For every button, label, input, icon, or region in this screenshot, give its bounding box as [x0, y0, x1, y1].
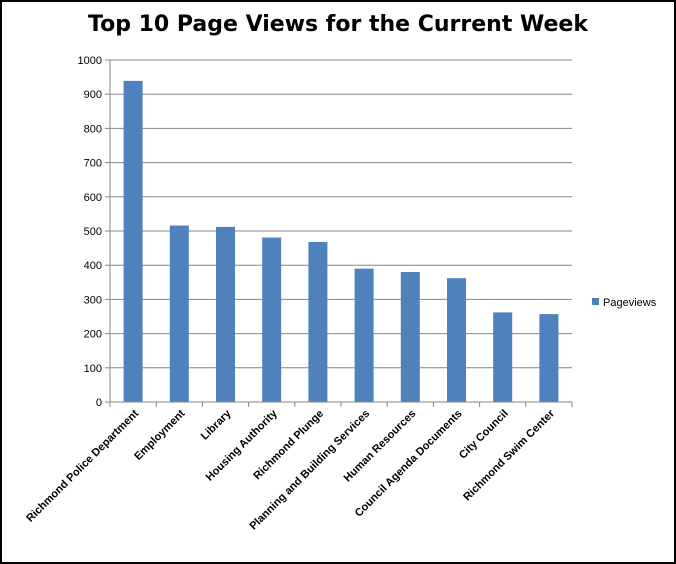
bar	[169, 225, 189, 402]
bar	[123, 80, 143, 402]
chart-title: Top 10 Page Views for the Current Week	[88, 12, 588, 37]
y-tick-label: 200	[84, 329, 102, 341]
x-tick-label: Library	[199, 407, 234, 442]
y-tick-label: 0	[96, 397, 102, 409]
y-tick-label: 400	[84, 260, 102, 272]
x-tick-label: Richmond Police Department	[24, 407, 141, 524]
legend-label: Pageviews	[603, 297, 657, 309]
bar	[447, 278, 466, 402]
bar	[216, 226, 235, 402]
y-tick-label: 1000	[78, 55, 102, 67]
y-tick-label: 500	[84, 226, 102, 238]
x-tick-label: Richmond Swim Center	[461, 407, 557, 503]
y-tick-label: 800	[84, 123, 102, 135]
bar	[400, 272, 420, 402]
bar	[354, 268, 374, 402]
y-tick-label: 700	[84, 158, 102, 170]
bar	[262, 237, 282, 402]
y-tick-label: 600	[84, 192, 102, 204]
bar	[493, 312, 513, 402]
y-tick-label: 100	[84, 363, 102, 375]
bar	[308, 241, 328, 402]
legend-swatch	[592, 298, 599, 305]
y-tick-label: 900	[84, 89, 102, 101]
bar	[539, 314, 559, 402]
y-tick-label: 300	[84, 294, 102, 306]
